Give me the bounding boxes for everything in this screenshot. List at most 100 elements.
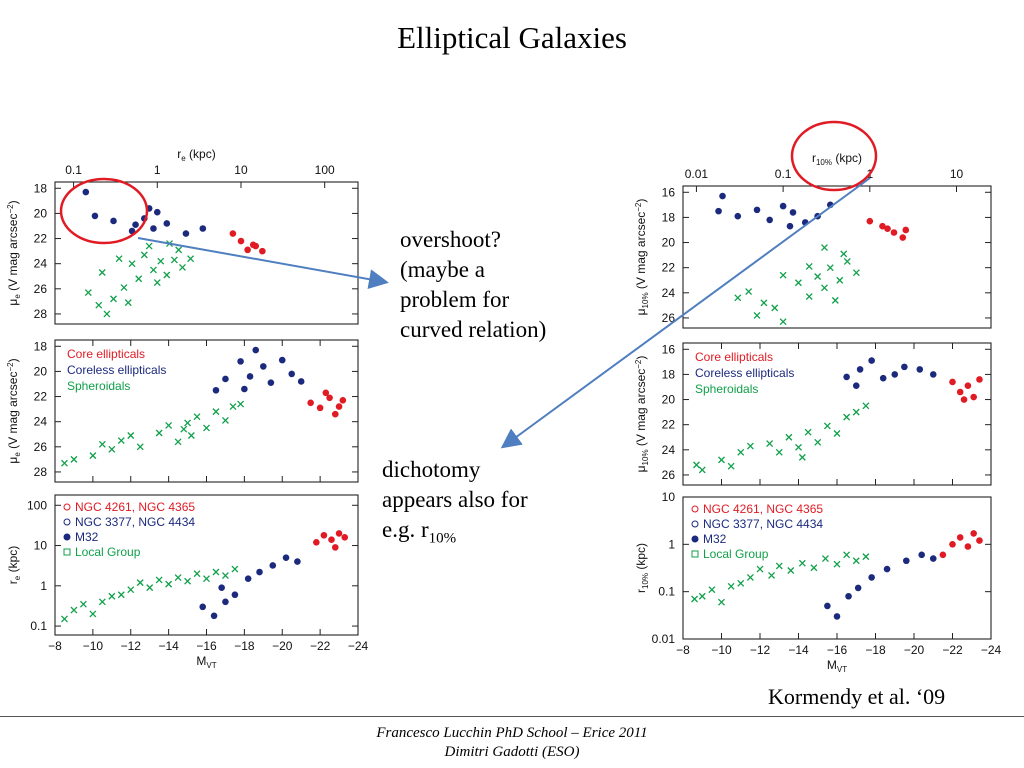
data-point [805, 262, 813, 270]
data-point [328, 536, 335, 543]
data-point [89, 610, 97, 618]
x-tick-label: −12 [121, 639, 142, 653]
legend-entry: Spheroidals [695, 382, 758, 396]
data-point [229, 230, 237, 237]
footer-line: Dimitri Gadotti (ESO) [444, 744, 580, 760]
data-point [753, 206, 761, 214]
data-point [737, 448, 745, 456]
data-point [693, 461, 700, 469]
data-point [70, 606, 78, 614]
y-tick-label: 0.01 [652, 632, 676, 646]
data-point [98, 598, 106, 606]
legend-marker [63, 533, 71, 541]
data-point [136, 579, 144, 587]
data-point [184, 577, 192, 585]
x-tick-label: −24 [348, 639, 369, 653]
series-group [691, 530, 983, 620]
data-point [335, 403, 343, 410]
x-axis-label: r10% (kpc) [812, 151, 862, 167]
data-point [843, 257, 851, 265]
data-point [810, 564, 818, 572]
data-point [98, 269, 106, 276]
data-point [814, 273, 822, 280]
data-point [127, 586, 135, 594]
data-point [768, 571, 776, 579]
data-point [970, 393, 977, 401]
legend-marker [691, 505, 699, 513]
x-tick-label: 10 [950, 167, 964, 181]
data-point [708, 586, 716, 594]
annotation-line: problem for [400, 287, 510, 312]
data-point [150, 225, 157, 232]
y-tick-label: 1 [668, 537, 675, 551]
data-point [779, 318, 787, 326]
data-point [221, 572, 229, 579]
data-point [804, 428, 812, 436]
data-point [753, 311, 761, 319]
data-point [949, 378, 956, 386]
legend-entry: Spheroidals [67, 379, 130, 393]
data-point [734, 212, 742, 220]
data-point [61, 615, 68, 623]
data-point [212, 386, 220, 394]
legend-entry: Coreless ellipticals [67, 363, 166, 377]
x-tick-label: −8 [676, 643, 690, 657]
legend-entry: Local Group [75, 545, 141, 559]
annotation-line: dichotomy [382, 457, 481, 482]
data-point [199, 225, 207, 232]
x-tick-label: 0.01 [685, 167, 709, 181]
data-point [823, 422, 831, 430]
data-point [821, 555, 829, 563]
y-tick-label: 26 [662, 468, 676, 482]
data-point [833, 430, 841, 437]
data-point [805, 293, 813, 301]
legend-entry: NGC 3377, NGC 4434 [703, 517, 823, 531]
x-tick-label: −8 [48, 639, 62, 653]
x-tick-label: −20 [904, 643, 925, 657]
data-point [964, 543, 972, 550]
data-point [821, 284, 828, 292]
data-point [231, 565, 239, 573]
data-point [826, 264, 834, 272]
highlight-circle [59, 177, 149, 245]
data-point [341, 534, 349, 541]
data-point [316, 404, 324, 412]
data-point [960, 396, 968, 403]
data-point [868, 574, 875, 581]
data-point [852, 408, 860, 416]
data-point [891, 371, 899, 378]
panel-right-middle: 16 18 20 22 24 26 μ10% (V mag arcsec−2) Core el… [634, 342, 992, 486]
y-tick-label: 24 [34, 415, 48, 429]
data-point [252, 346, 260, 354]
data-point [210, 612, 218, 620]
data-point [256, 568, 263, 576]
x-tick-label: −20 [272, 639, 293, 653]
data-point [746, 573, 754, 581]
legend-entry: Local Group [703, 547, 769, 561]
footer-line: Francesco Lucchin PhD School – Erice 201… [376, 725, 648, 741]
data-point [836, 276, 844, 284]
data-point [719, 192, 726, 200]
data-point [833, 560, 841, 568]
data-point [326, 394, 333, 402]
panel-frame [682, 185, 992, 329]
data-point [814, 438, 822, 446]
data-point [187, 432, 195, 439]
data-point [174, 438, 182, 446]
y-tick-label: 22 [34, 390, 48, 404]
data-point [108, 445, 116, 453]
data-point [153, 279, 161, 286]
data-point [727, 582, 735, 590]
data-point [288, 370, 296, 378]
overshoot-annotation: overshoot? (maybe a problem for curved r… [400, 225, 546, 345]
arrow-dichotomy [500, 177, 871, 449]
data-point [110, 217, 117, 225]
data-point [237, 400, 245, 408]
data-point [883, 565, 891, 573]
data-point [320, 531, 328, 539]
data-point [899, 234, 907, 241]
panel-left-top: 18 20 22 24 26 28 0.1 1 10 100 re (kpc) μe (V mag a… [6, 147, 359, 325]
annotation-text: e.g. r [382, 517, 429, 542]
data-point [734, 294, 742, 302]
